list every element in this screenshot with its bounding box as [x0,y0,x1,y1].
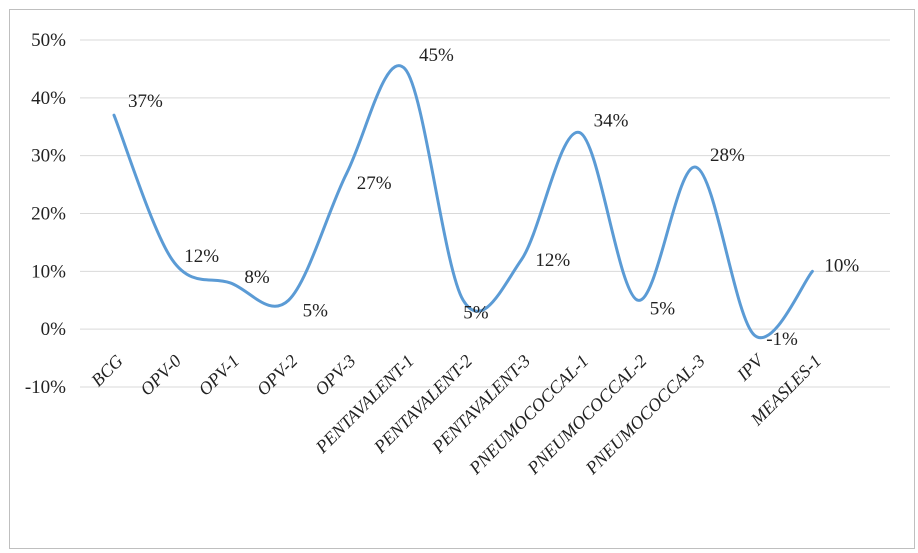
data-label: 45% [419,45,454,66]
line-chart: 50% 40% 30% 20% 10% 0% -10% BCG OPV-0 OPV-1 OPV-2… [25,30,890,479]
x-category-label: IPV [732,349,768,385]
data-label: 8% [244,267,270,288]
y-axis-ticks: 50% 40% 30% 20% 10% 0% -10% [25,30,66,398]
data-label: 12% [184,246,219,267]
series-line [112,64,814,340]
y-tick-label: 20% [31,204,66,225]
y-tick-label: 10% [31,261,66,282]
data-label: 5% [650,298,676,319]
x-category-label: BCG [87,351,127,391]
x-category-label: PENTAVALENT-1 [311,351,418,458]
x-category-label: PENTAVALENT-2 [369,351,476,458]
data-label: 37% [128,91,163,112]
gridlines [80,39,890,388]
data-label: 27% [357,173,392,194]
y-tick-label: 30% [31,146,66,167]
data-labels: 37% 12% 8% 5% 27% 45% 5% 12% 34% 5% 28% -1% 10% [128,45,859,350]
x-category-label: OPV-3 [311,351,360,400]
x-category-label: OPV-2 [253,351,302,400]
x-category-label: OPV-1 [194,351,243,400]
x-axis-categories: BCG OPV-0 OPV-1 OPV-2 OPV-3PENTAVALENT-1PENT… [87,349,825,478]
data-label: 34% [594,111,629,132]
y-tick-label: 40% [31,88,66,109]
data-label: 28% [710,145,745,166]
x-category-label: OPV-0 [136,351,185,400]
x-category-label: PENTAVALENT-3 [427,351,534,458]
y-tick-label: 0% [41,319,67,340]
data-label: 5% [463,302,489,323]
data-label: 5% [303,300,329,321]
data-label: -1% [766,329,798,350]
series-layer [112,64,814,340]
data-label: 12% [535,250,570,271]
y-tick-label: -10% [25,377,66,398]
chart-frame: 50% 40% 30% 20% 10% 0% -10% BCG OPV-0 OPV-1 OPV-2… [9,9,915,549]
y-tick-label: 50% [31,30,66,51]
data-label: 10% [824,255,859,276]
